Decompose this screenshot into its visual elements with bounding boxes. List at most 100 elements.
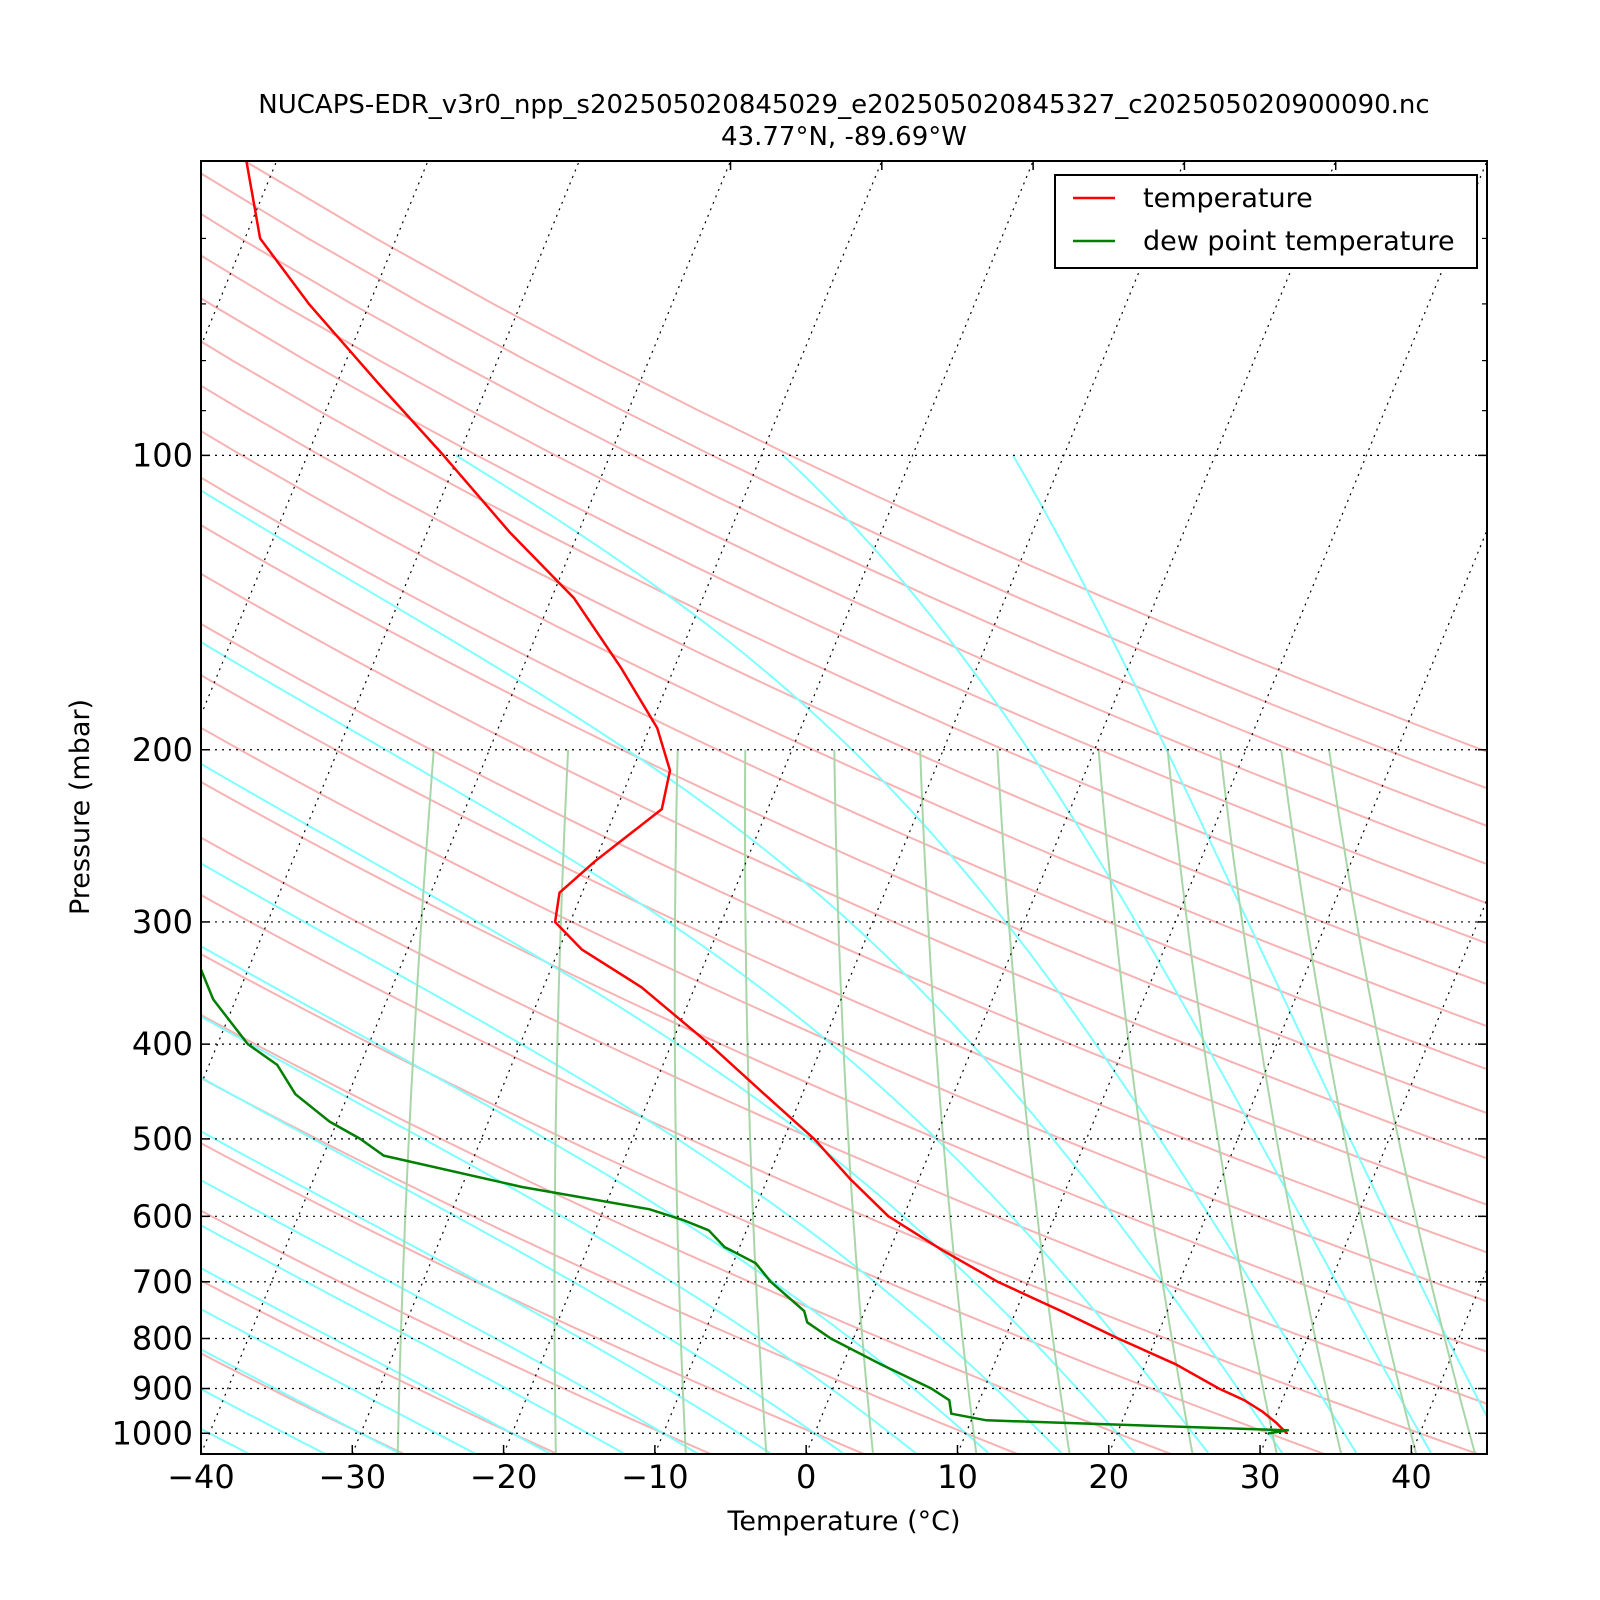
x-tick-label: 40 [1391, 1458, 1432, 1496]
x-tick-label: −20 [470, 1458, 538, 1496]
series-lines [201, 161, 1290, 1435]
x-tick-label: −40 [167, 1458, 235, 1496]
dry-adiabat [201, 429, 1487, 1028]
mixing-ratio-line [833, 749, 874, 1454]
dry-adiabat [201, 297, 1487, 905]
x-tick-label: 10 [937, 1458, 978, 1496]
isotherm-gridline [1259, 898, 1487, 1454]
isotherm-gridline [201, 161, 732, 1454]
dry-adiabat [201, 1013, 1172, 1454]
dry-adiabat [201, 673, 1487, 1254]
x-axis-label: Temperature (°C) [726, 1506, 960, 1537]
legend-label-temperature: temperature [1143, 183, 1313, 214]
y-axis-ticks: 100 200 300 400 500 600 700 800 900 1000 [112, 160, 1487, 1452]
moist-adiabat [455, 454, 1358, 1454]
x-tick-label: −10 [621, 1458, 689, 1496]
dry-adiabat [201, 836, 1487, 1405]
isotherm-gridline [201, 161, 580, 1087]
mixing-ratio-line [1219, 749, 1343, 1454]
mixing-ratio-line [553, 749, 570, 1454]
x-tick-label: −30 [319, 1458, 387, 1496]
isotherm-gridline [1563, 161, 1600, 1454]
mixing-ratio-line [1166, 749, 1278, 1454]
dry-adiabat [201, 622, 1487, 1206]
chart-subtitle: 43.77°N, -89.69°W [721, 122, 967, 152]
y-tick-label: 1000 [112, 1414, 193, 1452]
dry-adiabat [201, 726, 1487, 1303]
dry-adiabat [201, 476, 1487, 1071]
temperature-line [245, 161, 1288, 1435]
y-tick-label: 400 [132, 1025, 193, 1063]
legend-label-dew-point: dew point temperature [1143, 226, 1455, 257]
dry-adiabat [201, 340, 1487, 945]
moist-adiabat [782, 454, 1433, 1454]
mixing-ratio-line [1280, 749, 1418, 1454]
moist-adiabat [201, 762, 1137, 1454]
dry-adiabat [201, 384, 1487, 986]
isotherm-gridline [503, 161, 1034, 1454]
moist-adiabat [201, 640, 1210, 1454]
mixing-ratio-line [919, 749, 978, 1454]
dry-adiabat [201, 1352, 405, 1454]
x-axis-ticks: −40 −30 −20 −10 0 10 20 30 40 [167, 161, 1432, 1496]
mixing-ratio-line [396, 749, 435, 1454]
y-tick-label: 300 [132, 903, 193, 941]
y-tick-label: 200 [132, 731, 193, 769]
isotherm-gridline [351, 161, 883, 1454]
mixing-ratio-line [996, 749, 1071, 1454]
isotherm-gridline [201, 161, 278, 348]
y-tick-label: 900 [132, 1370, 193, 1408]
dry-adiabat [201, 1076, 1018, 1454]
y-tick-label: 700 [132, 1263, 193, 1301]
chart-title: NUCAPS-EDR_v3r0_npp_s202505020845029_e20… [258, 90, 1429, 120]
dry-adiabat [201, 572, 1487, 1160]
dry-adiabat [201, 524, 1487, 1115]
legend-box [1054, 174, 1478, 269]
dry-adiabat [201, 1142, 865, 1454]
dry-adiabat [201, 1209, 712, 1454]
moist-adiabat [201, 1267, 552, 1454]
dry-adiabat [201, 212, 1487, 827]
dry-adiabat [201, 893, 1479, 1454]
moist-adiabat [201, 1427, 250, 1454]
moist-adiabat [201, 862, 1064, 1454]
moist-adiabat [201, 1015, 918, 1454]
x-tick-label: 30 [1240, 1458, 1281, 1496]
dry-adiabat [201, 780, 1487, 1353]
isotherm-gridline [805, 161, 1337, 1454]
y-tick-label: 100 [132, 436, 193, 474]
mixing-ratio-line [1097, 749, 1194, 1454]
moist-adiabat [1012, 454, 1487, 1419]
legend: temperature dew point temperature [1054, 174, 1478, 269]
y-tick-label: 500 [132, 1120, 193, 1158]
isotherm-gridline [956, 161, 1487, 1454]
moist-adiabat [201, 1224, 626, 1454]
y-axis-label: Pressure (mbar) [65, 699, 96, 915]
dry-adiabat [201, 172, 1487, 790]
isotherm-gridline [654, 161, 1185, 1454]
dry-adiabat [201, 952, 1325, 1454]
mixing-ratio-line [1328, 749, 1477, 1454]
reference-lines [201, 161, 1487, 1454]
moist-adiabat [201, 1076, 845, 1454]
moist-adiabat [201, 1308, 477, 1454]
dew-point-line [201, 966, 1290, 1435]
grid-lines [0, 161, 1600, 1454]
moist-adiabat [201, 1130, 772, 1454]
isotherm-gridline [0, 161, 125, 1454]
dry-adiabat [201, 254, 1487, 866]
moist-adiabat [201, 1387, 326, 1454]
moist-adiabat [201, 1179, 699, 1454]
moist-adiabat [201, 489, 1284, 1454]
isotherm-gridline [1108, 528, 1487, 1454]
x-tick-label: 20 [1088, 1458, 1129, 1496]
y-tick-label: 800 [132, 1320, 193, 1358]
plot-frame [200, 160, 1488, 1455]
moist-adiabat [201, 1348, 402, 1454]
mixing-ratio-line [744, 749, 768, 1454]
y-tick-label: 600 [132, 1197, 193, 1235]
x-tick-label: 0 [796, 1458, 816, 1496]
moist-adiabat [201, 945, 991, 1454]
mixing-ratio-line [673, 749, 687, 1454]
